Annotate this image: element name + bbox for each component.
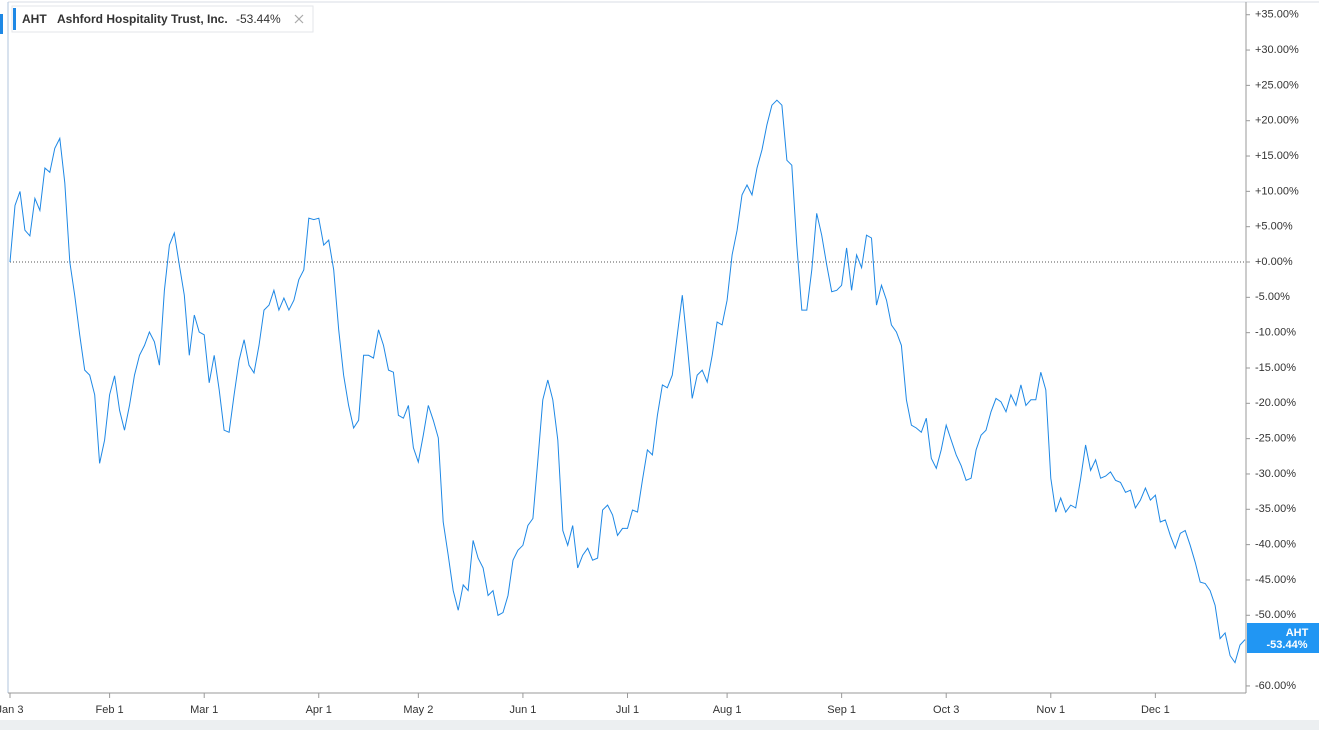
x-tick-label: Nov 1 (1036, 704, 1065, 716)
price-line (9, 99, 1246, 664)
legend: AHT Ashford Hospitality Trust, Inc. -53.… (11, 5, 314, 33)
end-tag-box (1247, 623, 1319, 653)
y-tick-label: +35.00% (1255, 9, 1299, 21)
y-tick-label: -15.00% (1255, 362, 1296, 374)
y-tick-label: +25.00% (1255, 79, 1299, 91)
y-tick-label: +20.00% (1255, 115, 1299, 127)
legend-name: Ashford Hospitality Trust, Inc. (57, 12, 228, 26)
y-tick-label: -30.00% (1255, 468, 1296, 480)
y-tick-label: +15.00% (1255, 150, 1299, 162)
x-tick-label: Oct 3 (933, 704, 959, 716)
close-stroke (294, 14, 304, 24)
y-tick-label: -20.00% (1255, 397, 1296, 409)
y-tick-label: +5.00% (1255, 221, 1293, 233)
end-tag-change: -53.44% (1267, 639, 1308, 651)
legend-box (11, 5, 314, 33)
y-tick-label: -40.00% (1255, 539, 1296, 551)
x-tick-label: Jan 3 (0, 704, 23, 716)
edge-marker (0, 14, 3, 34)
y-tick-label: -25.00% (1255, 433, 1296, 445)
y-tick-label: -50.00% (1255, 609, 1296, 621)
x-tick-label: Aug 1 (713, 704, 742, 716)
y-tick-label: +0.00% (1255, 256, 1293, 268)
bottom-strip (0, 720, 1319, 730)
x-tick-label: Mar 1 (190, 704, 218, 716)
y-tick-label: -5.00% (1255, 291, 1290, 303)
x-tick-label: May 2 (403, 704, 433, 716)
x-tick-label: Jun 1 (509, 704, 536, 716)
end-tag: AHT -53.44% (1247, 623, 1319, 653)
legend-change: -53.44% (236, 12, 281, 26)
legend-close[interactable] (294, 14, 304, 24)
x-tick-label: Feb 1 (96, 704, 124, 716)
y-tick-label: -10.00% (1255, 327, 1296, 339)
x-tick-label: Jul 1 (616, 704, 639, 716)
y-tick-label: -60.00% (1255, 680, 1296, 692)
legend-symbol: AHT (22, 12, 47, 26)
y-tick-label: +10.00% (1255, 185, 1299, 197)
y-tick-label: -45.00% (1255, 574, 1296, 586)
y-tick-label: +30.00% (1255, 44, 1299, 56)
x-tick-label: Sep 1 (827, 704, 856, 716)
x-tick-label: Dec 1 (1141, 704, 1170, 716)
end-tag-symbol: AHT (1286, 627, 1309, 639)
x-tick-label: Apr 1 (306, 704, 332, 716)
y-tick-label: -35.00% (1255, 503, 1296, 515)
legend-swatch (13, 8, 16, 30)
